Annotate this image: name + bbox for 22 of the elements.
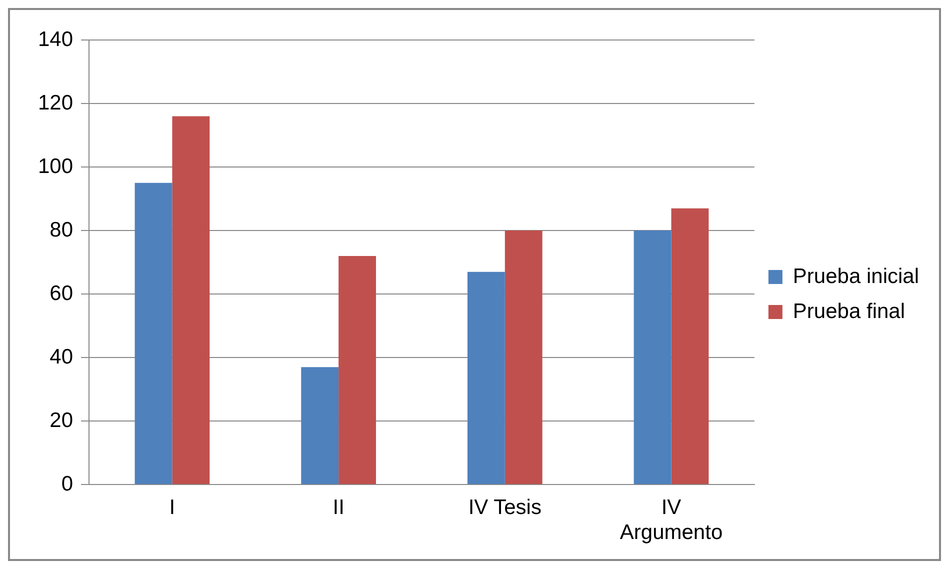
y-tick-label: 60: [50, 282, 74, 305]
x-tick-label: IV Tesis: [468, 496, 542, 519]
bar: [134, 182, 172, 484]
bar: [671, 208, 709, 484]
x-tick-label: II: [332, 496, 344, 519]
y-tick-label: 80: [50, 218, 74, 242]
y-tick-label: 120: [38, 91, 74, 114]
bar: [172, 116, 210, 484]
bar: [634, 230, 672, 484]
y-tick-label: 100: [38, 154, 74, 178]
bar: [467, 272, 505, 484]
bar: [301, 367, 339, 484]
x-tick-label: IV Argumento: [620, 496, 723, 544]
y-tick-label: 0: [61, 472, 74, 496]
legend-label: Prueba inicial: [792, 264, 920, 288]
bar: [504, 230, 542, 484]
y-tick-label: 40: [50, 345, 74, 368]
y-tick-label: 20: [50, 408, 74, 432]
legend-label: Prueba final: [792, 300, 906, 323]
x-tick-label: I: [169, 496, 176, 519]
y-tick-label: 140: [38, 28, 74, 51]
bar: [338, 256, 376, 484]
